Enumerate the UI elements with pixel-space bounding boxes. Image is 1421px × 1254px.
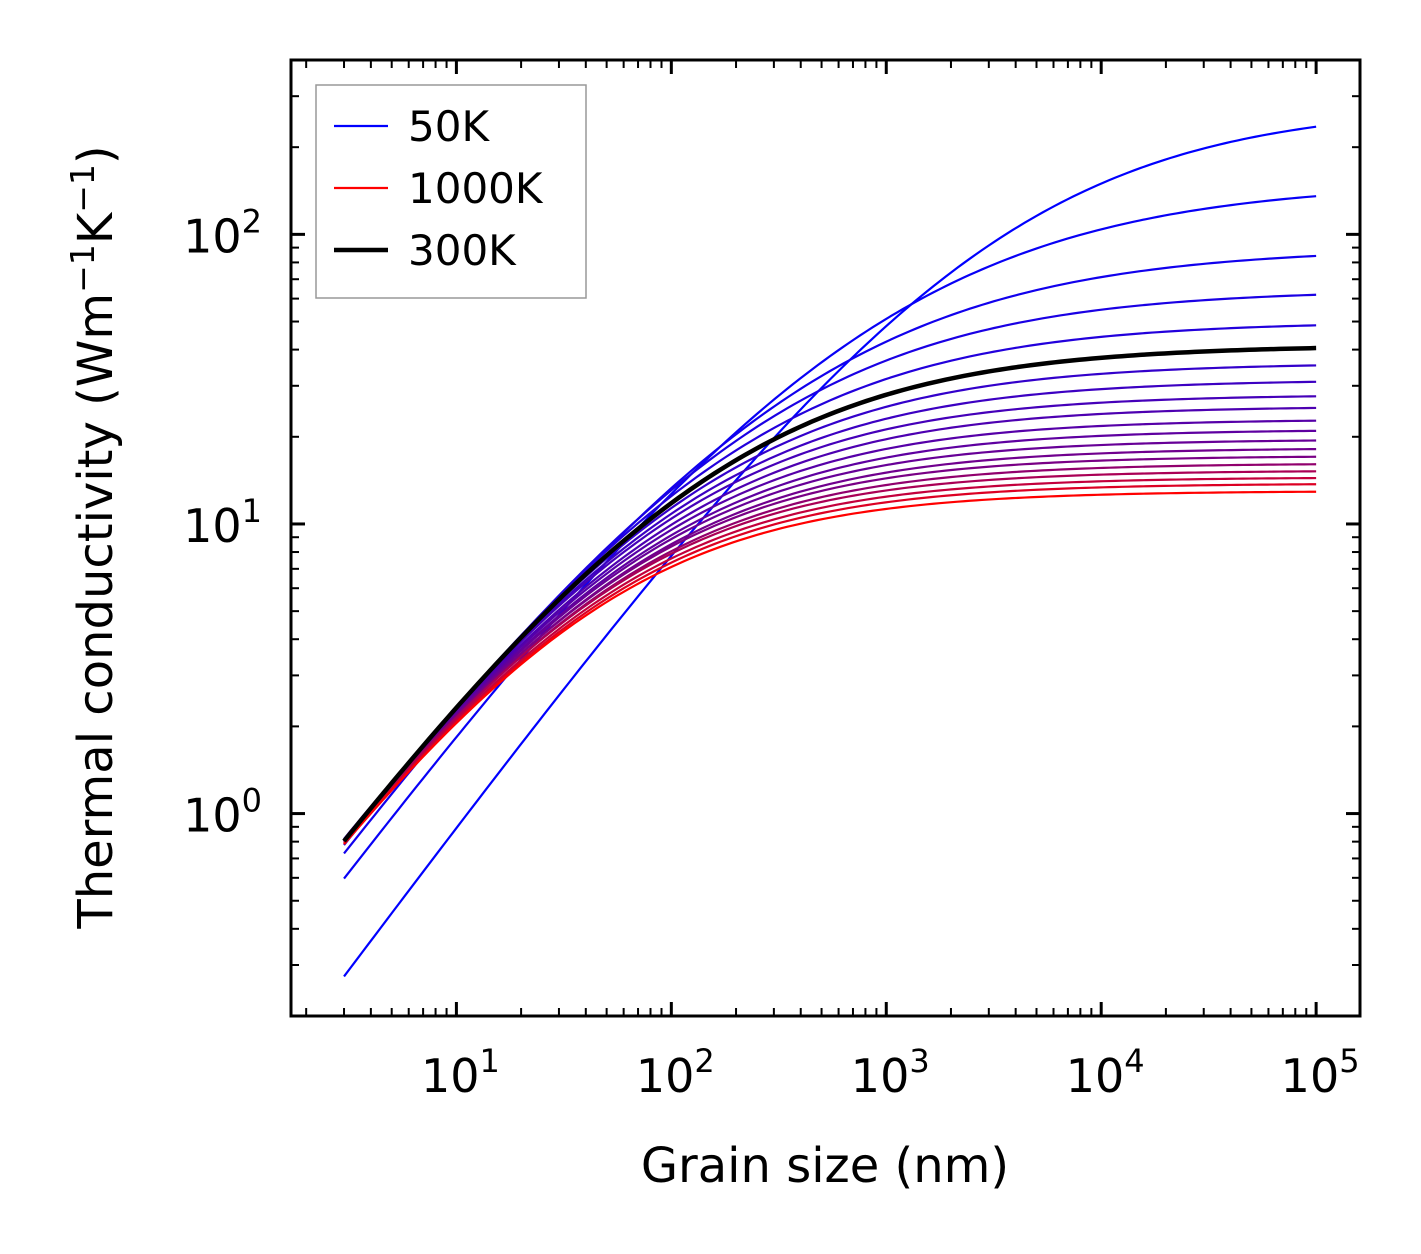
plot-frame bbox=[289, 58, 1362, 1018]
series-line-50k bbox=[343, 125, 1317, 978]
x-tick-label-4: 104 bbox=[1066, 1042, 1145, 1103]
series-line-950k bbox=[343, 483, 1317, 845]
legend-label-1000k: 1000K bbox=[408, 164, 544, 213]
y-axis-title-suffix: ) bbox=[68, 145, 124, 164]
series-line-300k bbox=[342, 345, 1317, 843]
x-tick-label-5: 105 bbox=[1281, 1042, 1360, 1103]
series-line-850k bbox=[343, 470, 1317, 842]
legend-box bbox=[315, 84, 587, 299]
series-line-500k bbox=[343, 406, 1317, 841]
y-axis-title-sup1: −1 bbox=[63, 244, 102, 293]
legend-label-50k: 50K bbox=[408, 102, 490, 151]
series-line-550k bbox=[343, 419, 1317, 841]
series-line-900k bbox=[343, 476, 1317, 844]
y-axis-title-prefix: Thermal conductivity (Wm bbox=[68, 293, 124, 930]
y-tick-label-2: 102 bbox=[183, 202, 262, 263]
series-line-1000k bbox=[343, 490, 1317, 845]
y-axis-title-mid: K bbox=[68, 211, 124, 244]
y-axis-title: Thermal conductivity (Wm−1K−1) bbox=[63, 145, 124, 929]
legend-label-300k: 300K bbox=[408, 226, 517, 275]
y-tick-label-0: 100 bbox=[183, 782, 262, 843]
x-axis-title: Grain size (nm) bbox=[641, 1138, 1009, 1194]
series-line-750k bbox=[343, 455, 1317, 842]
x-tick-label-2: 102 bbox=[636, 1042, 715, 1103]
series-layer bbox=[342, 125, 1317, 978]
legend: 50K 1000K 300K bbox=[315, 84, 587, 299]
series-line-650k bbox=[343, 439, 1317, 842]
y-tick-label-1: 101 bbox=[183, 492, 262, 553]
x-tick-label-3: 103 bbox=[851, 1042, 930, 1103]
tick-labels-layer: 101 102 103 104 105 100 101 102 bbox=[183, 202, 1359, 1103]
y-axis-title-sup2: −1 bbox=[63, 164, 102, 213]
x-tick-label-1: 101 bbox=[421, 1042, 500, 1103]
